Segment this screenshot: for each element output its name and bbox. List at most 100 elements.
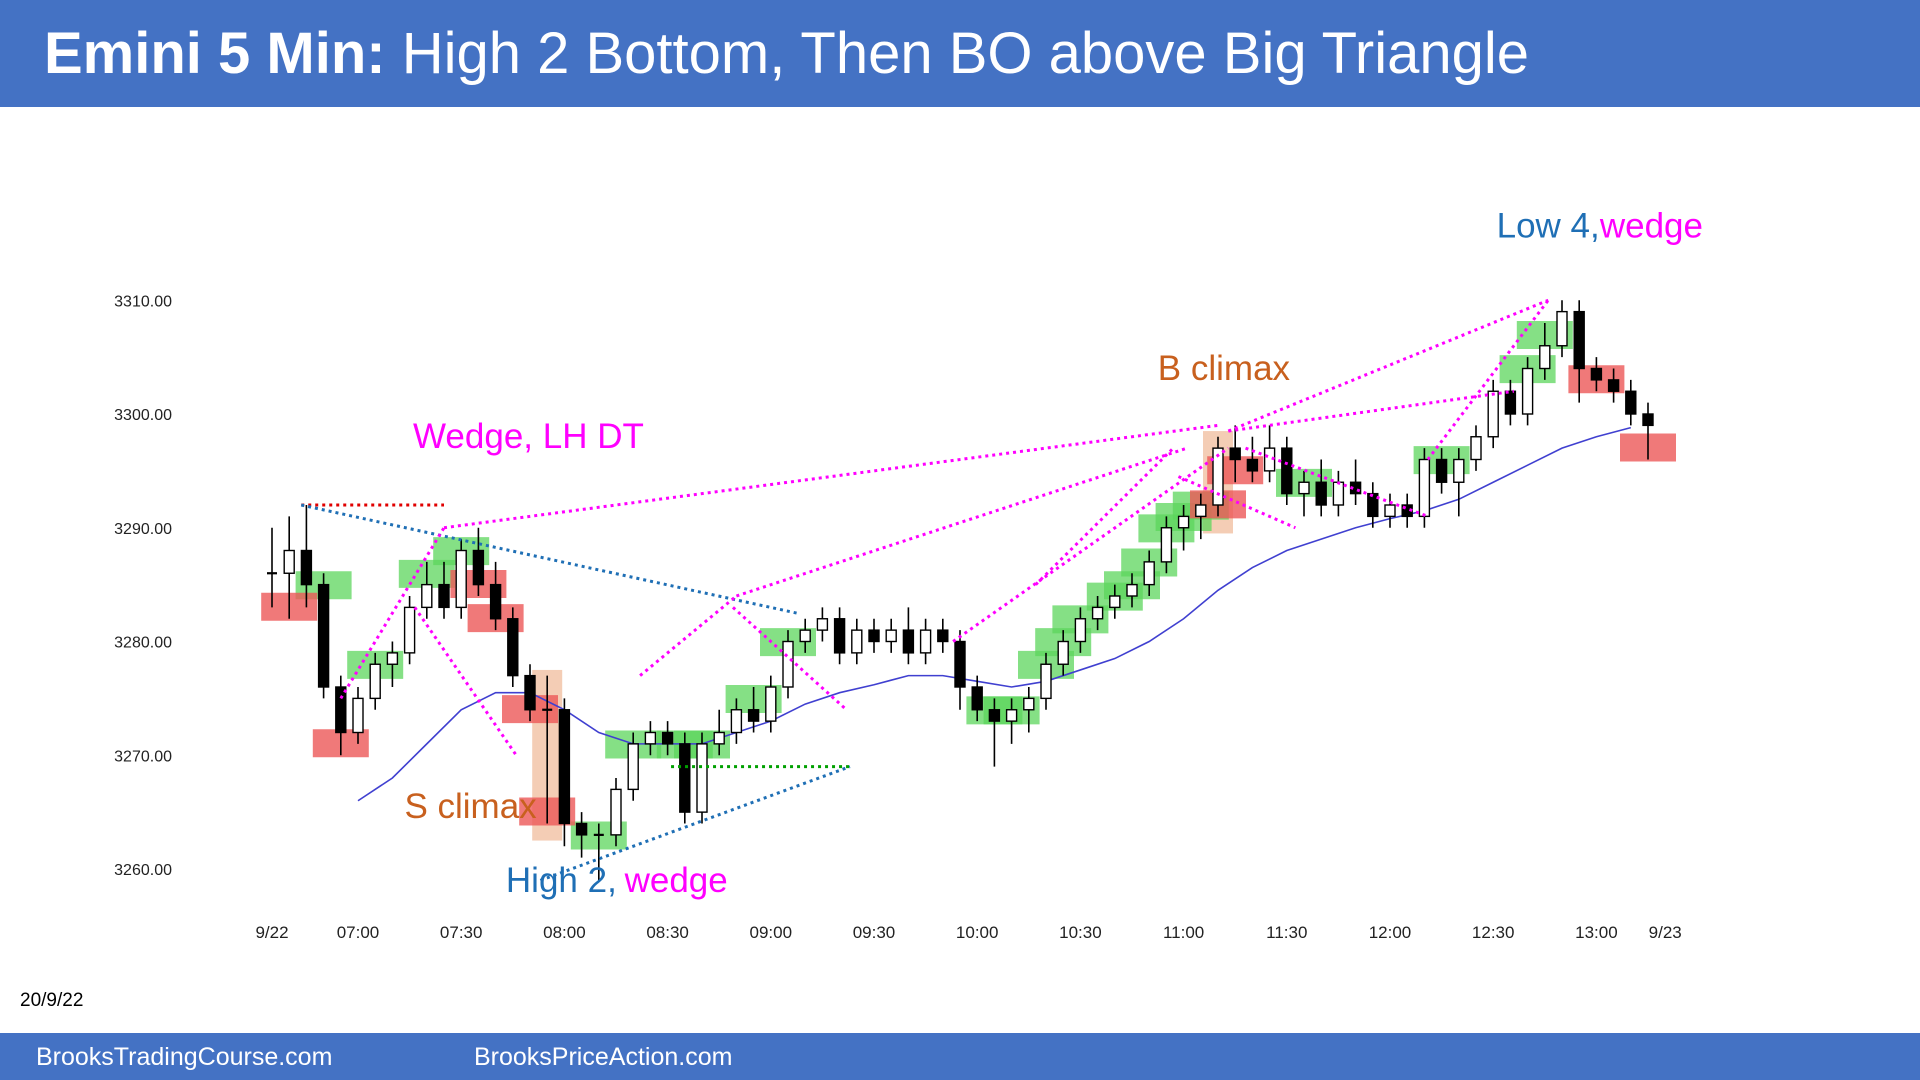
candle xyxy=(1521,357,1534,426)
candle xyxy=(300,505,313,608)
candle xyxy=(1298,470,1310,517)
candle-body xyxy=(610,788,622,836)
candle-body xyxy=(403,606,416,654)
candle xyxy=(593,823,604,881)
candle xyxy=(988,698,1001,767)
candle xyxy=(317,573,330,699)
candle-body xyxy=(627,743,639,791)
candle xyxy=(1590,357,1603,392)
candle xyxy=(1401,493,1413,528)
candle-body xyxy=(1109,595,1121,609)
candle xyxy=(919,618,932,665)
candle xyxy=(937,618,949,653)
title-bold: Emini 5 Min: xyxy=(44,21,386,86)
candle-body xyxy=(1573,310,1585,370)
candle-body xyxy=(1263,447,1276,472)
footer-link-left[interactable]: BrooksTradingCourse.com xyxy=(36,1043,333,1071)
footer-link-right[interactable]: BrooksPriceAction.com xyxy=(474,1043,733,1071)
date-label: 20/9/22 xyxy=(20,990,84,1011)
candle xyxy=(421,561,433,619)
candle-body xyxy=(799,629,811,643)
candle xyxy=(352,687,364,744)
x-tick-label: 09:30 xyxy=(853,923,896,942)
candle-body xyxy=(1246,458,1259,472)
candle xyxy=(1539,323,1551,380)
candle-body xyxy=(1384,504,1396,518)
candle-body xyxy=(1315,481,1327,506)
candle-body xyxy=(1074,618,1087,643)
candle-body xyxy=(1539,345,1551,370)
candle xyxy=(644,721,657,756)
candle xyxy=(1212,436,1224,517)
candle xyxy=(1143,550,1155,596)
candle-body xyxy=(575,822,588,836)
candle-body xyxy=(1504,390,1517,415)
candle xyxy=(1229,425,1241,483)
candle-body xyxy=(1590,367,1603,381)
candle-body xyxy=(885,629,897,643)
candle xyxy=(1246,436,1259,483)
candle-body xyxy=(851,629,863,654)
candle xyxy=(954,630,966,710)
candle-body xyxy=(782,640,794,688)
candle-body xyxy=(335,686,347,734)
candle-body xyxy=(713,731,725,745)
candle-body xyxy=(1229,447,1241,461)
chart-annotation: wedge xyxy=(624,861,728,900)
candle-body xyxy=(1126,583,1138,597)
wedge-line-m xyxy=(1426,299,1550,461)
candle-body xyxy=(833,618,846,654)
candle xyxy=(1470,425,1482,471)
wedge-line-d xyxy=(639,594,738,677)
candle-body xyxy=(317,583,330,688)
candle xyxy=(1281,436,1293,505)
candle xyxy=(679,732,691,824)
candle xyxy=(1573,300,1585,403)
x-tick-label: 07:30 xyxy=(440,923,483,942)
candle xyxy=(455,539,467,619)
candle xyxy=(1435,448,1448,494)
candle-body xyxy=(1556,310,1568,347)
x-tick-label: 09:00 xyxy=(750,923,793,942)
candle-body xyxy=(1298,481,1310,495)
candle xyxy=(713,709,725,756)
candle-body xyxy=(300,549,313,586)
y-tick-label: 3280.00 xyxy=(114,635,172,652)
candle-body xyxy=(1487,390,1499,438)
candle xyxy=(730,698,743,744)
candle xyxy=(1109,584,1121,619)
candle-body xyxy=(1625,390,1637,415)
x-tick-label: 12:30 xyxy=(1472,923,1515,942)
candle xyxy=(507,607,519,687)
y-tick-label: 3310.00 xyxy=(114,293,172,310)
candle-body xyxy=(421,583,433,609)
wedge-line-a xyxy=(339,526,446,700)
candle xyxy=(868,618,880,653)
candle xyxy=(1005,698,1018,744)
candle-body xyxy=(369,663,381,700)
title-rest: High 2 Bottom, Then BO above Big Triangl… xyxy=(401,21,1530,86)
x-tick-label: 10:00 xyxy=(956,923,999,942)
candle xyxy=(747,687,760,733)
candle xyxy=(386,641,399,687)
candle-body xyxy=(1642,413,1654,427)
title-bar: Emini 5 Min: High 2 Bottom, Then BO abov… xyxy=(0,0,1920,107)
candle-body xyxy=(1453,458,1465,483)
candle-body xyxy=(1367,492,1379,518)
candle-body xyxy=(765,686,777,722)
footer-bar: BrooksTradingCourse.com BrooksPriceActio… xyxy=(0,1033,1920,1080)
candle xyxy=(782,630,794,699)
wedge-line-k xyxy=(1228,389,1515,433)
y-tick-label: 3290.00 xyxy=(114,521,172,538)
candle xyxy=(1023,687,1035,733)
candle-body xyxy=(1023,697,1035,711)
triangle-lower-line xyxy=(539,765,851,882)
candle xyxy=(1040,652,1052,710)
candle-body xyxy=(1281,447,1293,495)
candle-body xyxy=(868,629,880,643)
candle-body xyxy=(1195,504,1207,518)
candle xyxy=(1556,300,1568,358)
x-tick-label: 9/22 xyxy=(255,923,288,942)
candle-body xyxy=(524,674,536,711)
